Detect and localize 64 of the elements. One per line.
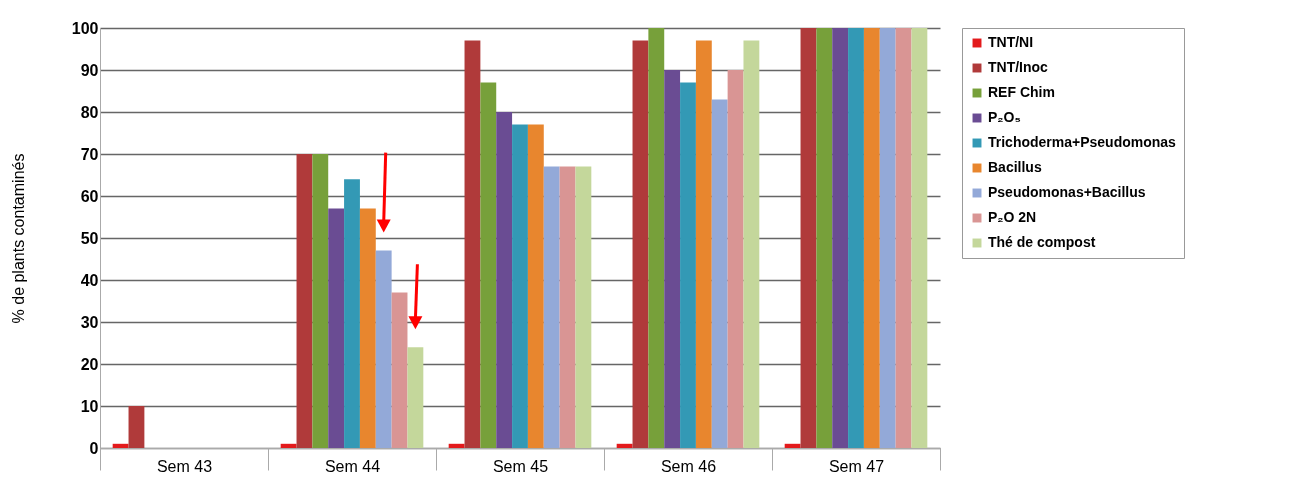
bar xyxy=(680,82,696,448)
bar xyxy=(695,40,712,448)
bar xyxy=(784,443,801,448)
x-tick-label: Sem 44 xyxy=(324,457,381,475)
bar xyxy=(128,406,145,448)
legend-label: TNT/NI xyxy=(988,34,1034,50)
bar xyxy=(496,112,513,448)
x-tick-label: Sem 47 xyxy=(828,457,885,475)
legend-label: Trichoderma+Pseudomonas xyxy=(988,134,1177,150)
x-tick-label: Sem 46 xyxy=(660,457,717,475)
bar xyxy=(344,179,360,448)
legend-label: Thé de compost xyxy=(988,234,1096,250)
y-tick-label: 10 xyxy=(80,397,99,415)
bar xyxy=(448,443,465,448)
bar xyxy=(895,28,912,448)
bar xyxy=(480,82,497,448)
y-tick-label: 30 xyxy=(80,313,99,331)
bar xyxy=(527,124,544,448)
bar xyxy=(575,166,592,448)
bar xyxy=(559,166,576,448)
bar xyxy=(391,292,408,448)
legend-label: TNT/Inoc xyxy=(988,59,1049,75)
bar xyxy=(711,99,728,448)
bar xyxy=(664,70,681,448)
bar xyxy=(312,154,329,448)
bar xyxy=(911,28,928,448)
y-tick-label: 40 xyxy=(80,271,99,289)
bar xyxy=(879,28,896,448)
bar xyxy=(743,40,760,448)
y-axis-title: % de plants contaminés xyxy=(9,153,27,324)
y-tick-label: 20 xyxy=(80,355,99,373)
bar xyxy=(296,154,313,448)
legend-label: REF Chim xyxy=(988,84,1055,100)
legend-label: P₂O 2N xyxy=(988,209,1037,225)
bar xyxy=(375,250,392,448)
y-tick-label: 80 xyxy=(80,103,99,121)
bar xyxy=(863,28,880,448)
bar xyxy=(816,28,833,448)
bar xyxy=(727,70,744,448)
y-tick-label: 100 xyxy=(71,19,99,37)
x-tick-label: Sem 45 xyxy=(492,457,549,475)
bar xyxy=(359,208,376,448)
bar xyxy=(407,347,424,448)
y-tick-label: 0 xyxy=(89,439,99,457)
y-tick-label: 50 xyxy=(80,229,99,247)
bar xyxy=(848,28,864,448)
bar xyxy=(280,443,297,448)
bar xyxy=(543,166,560,448)
bar xyxy=(648,28,665,448)
bar xyxy=(112,443,129,448)
bar xyxy=(832,28,849,448)
x-tick-label: Sem 43 xyxy=(156,457,213,475)
y-tick-label: 90 xyxy=(80,61,99,79)
bar xyxy=(800,28,817,448)
y-tick-label: 60 xyxy=(80,187,99,205)
bar xyxy=(512,124,528,448)
bar xyxy=(328,208,345,448)
legend-label: Bacillus xyxy=(988,159,1042,175)
legend-label: P₂O₅ xyxy=(988,109,1021,125)
legend-label: Pseudomonas+Bacillus xyxy=(988,184,1146,200)
bar xyxy=(616,443,633,448)
y-tick-label: 70 xyxy=(80,145,99,163)
bar xyxy=(632,40,649,448)
bar xyxy=(464,40,481,448)
